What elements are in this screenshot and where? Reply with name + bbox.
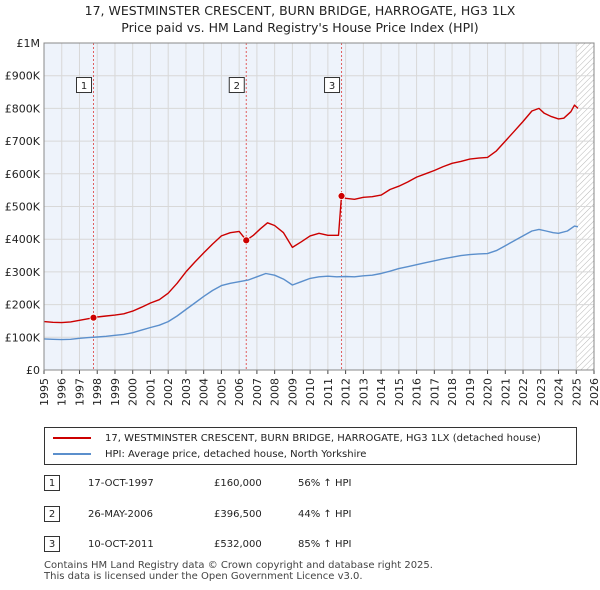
legend-item-property: 17, WESTMINSTER CRESCENT, BURN BRIDGE, H… <box>53 430 541 446</box>
x-tick-label: 2020 <box>482 378 495 406</box>
transaction-hpi-change: 44% ↑ HPI <box>298 508 352 520</box>
transaction-date: 26-MAY-2006 <box>88 508 154 520</box>
sale-number-box <box>76 77 92 94</box>
x-tick-label: 2014 <box>375 378 388 406</box>
x-tick-label: 2005 <box>215 378 228 406</box>
transaction-hpi-change: 85% ↑ HPI <box>298 538 352 550</box>
x-tick-label: 2013 <box>357 378 370 406</box>
x-tick-label: 2004 <box>198 378 211 406</box>
transaction-row: 1 17-OCT-1997 £160,000 56% ↑ HPI <box>44 474 351 492</box>
y-tick-label: £400K <box>5 233 41 246</box>
sale-point <box>337 192 346 200</box>
x-tick-label: 2026 <box>588 378 600 406</box>
x-tick-label: 2001 <box>144 378 157 406</box>
plot-frame <box>43 42 595 371</box>
transaction-row: 2 26-MAY-2006 £396,500 44% ↑ HPI <box>44 505 351 523</box>
x-tick-label: 2022 <box>517 378 530 406</box>
sale-number-label: 1 <box>81 81 87 92</box>
transaction-hpi-change: 56% ↑ HPI <box>298 477 352 489</box>
legend-label-property: 17, WESTMINSTER CRESCENT, BURN BRIDGE, H… <box>105 432 541 444</box>
x-tick-label: 2011 <box>322 378 335 406</box>
x-tick-label: 2016 <box>411 378 424 406</box>
y-tick-label: £800K <box>5 102 41 115</box>
x-tick-label: 1996 <box>56 378 69 406</box>
chart-title: 17, WESTMINSTER CRESCENT, BURN BRIDGE, H… <box>84 3 516 18</box>
x-tick-label: 2023 <box>535 378 548 406</box>
transaction-price: £160,000 <box>214 477 262 489</box>
sale-number-box <box>228 77 245 94</box>
x-tick-label: 1995 <box>38 378 51 406</box>
property-series-line <box>43 104 579 324</box>
footer-licence: This data is licensed under the Open Gov… <box>44 571 363 582</box>
y-tick-label: £200K <box>5 299 41 312</box>
transaction-price: £396,500 <box>214 508 262 520</box>
x-tick-label: 2018 <box>446 378 459 406</box>
x-tick-label: 2003 <box>180 378 193 406</box>
transaction-badge: 1 <box>44 475 60 491</box>
y-tick-label: £700K <box>5 135 41 148</box>
x-tick-label: 2006 <box>233 378 246 406</box>
x-tick-label: 2009 <box>286 378 299 406</box>
legend-label-hpi: HPI: Average price, detached house, Nort… <box>105 448 367 460</box>
x-tick-label: 1998 <box>91 378 104 406</box>
x-tick-label: 2019 <box>464 378 477 406</box>
y-tick-label: £600K <box>5 168 41 181</box>
sale-number-box <box>324 77 341 94</box>
x-tick-label: 2015 <box>393 378 406 406</box>
price-chart: £0 £100K £200K £300K £400K £500K £600K £700K £80… <box>5 37 600 406</box>
transaction-badge: 3 <box>44 536 60 552</box>
sale-number-label: 2 <box>234 81 240 92</box>
x-tick-label: 2008 <box>269 378 282 406</box>
y-tick-label: £100K <box>5 331 41 344</box>
x-tick-label: 2002 <box>162 378 175 406</box>
legend-swatch-hpi <box>53 453 91 455</box>
y-tick-label: £900K <box>5 70 41 83</box>
x-tick-label: 1997 <box>73 378 86 406</box>
y-tick-label: £0 <box>26 364 40 377</box>
y-tick-label: £1M <box>17 37 41 50</box>
legend-swatch-property <box>53 437 91 439</box>
footer-copyright: Contains HM Land Registry data © Crown c… <box>44 560 433 571</box>
legend-item-hpi: HPI: Average price, detached house, Nort… <box>53 446 366 462</box>
x-tick-label: 2025 <box>570 378 583 406</box>
x-tick-label: 2024 <box>553 378 566 406</box>
y-tick-label: £300K <box>5 266 41 279</box>
chart-subtitle: Price paid vs. HM Land Registry's House … <box>121 20 479 35</box>
y-tick-label: £500K <box>5 201 41 214</box>
transaction-badge: 2 <box>44 506 60 522</box>
sale-point <box>242 236 251 245</box>
transaction-date: 17-OCT-1997 <box>88 477 154 489</box>
x-tick-label: 2007 <box>251 378 264 406</box>
transaction-row: 3 10-OCT-2011 £532,000 85% ↑ HPI <box>44 535 351 553</box>
transaction-price: £532,000 <box>214 538 262 550</box>
x-tick-label: 2000 <box>127 378 140 406</box>
legend: 17, WESTMINSTER CRESCENT, BURN BRIDGE, H… <box>44 427 577 465</box>
x-tick-label: 2017 <box>428 378 441 406</box>
sale-point <box>89 313 98 322</box>
x-tick-label: 2010 <box>304 378 317 406</box>
x-tick-label: 2012 <box>340 378 353 406</box>
transaction-date: 10-OCT-2011 <box>88 538 154 550</box>
hpi-series-line <box>43 225 579 341</box>
x-tick-label: 1999 <box>109 378 122 406</box>
sale-number-label: 3 <box>329 81 335 92</box>
x-tick-label: 2021 <box>499 378 512 406</box>
